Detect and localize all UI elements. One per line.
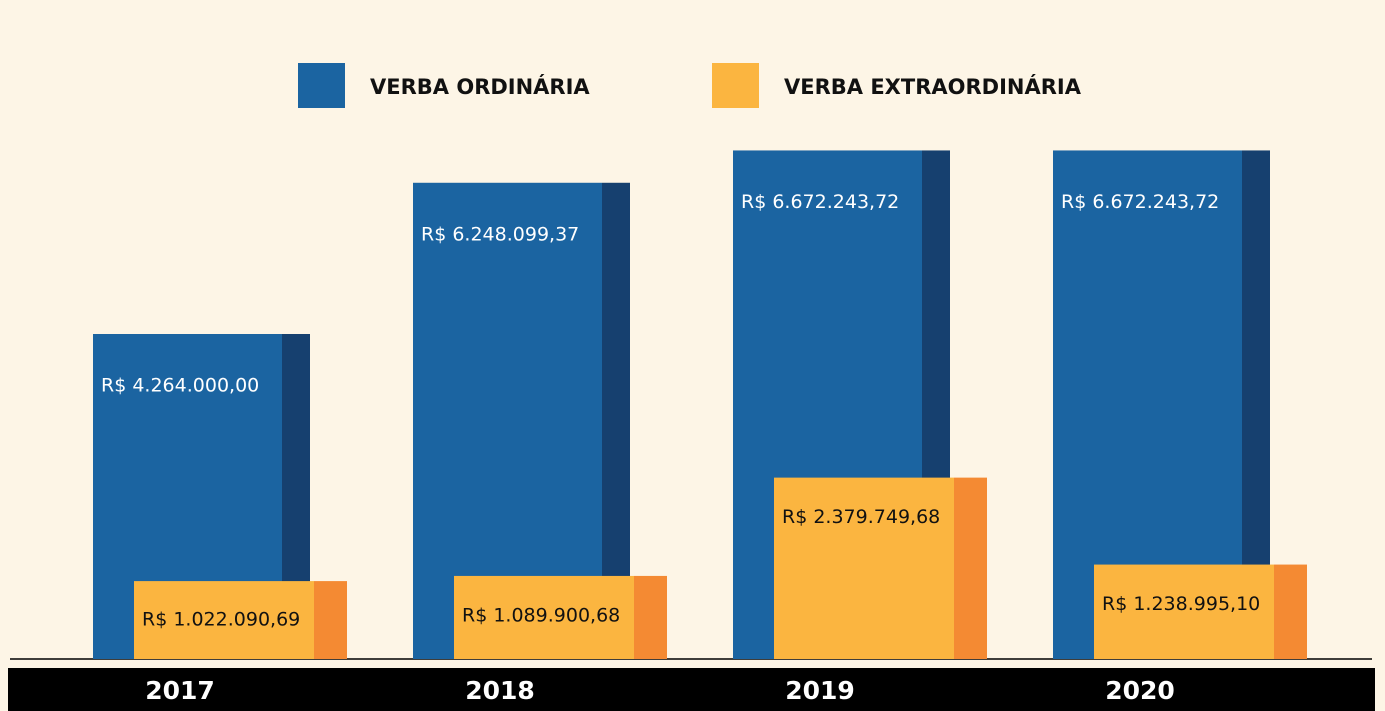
x-tick-label: 2019 [785, 676, 855, 705]
bar [134, 581, 347, 659]
value-label: R$ 1.022.090,69 [142, 609, 300, 631]
legend-swatch [712, 63, 759, 108]
bar-side [1274, 564, 1307, 659]
value-label: R$ 4.264.000,00 [101, 375, 259, 397]
bar-front [774, 477, 954, 659]
bar-side [634, 575, 667, 659]
bar [454, 575, 667, 659]
value-label: R$ 1.089.900,68 [462, 604, 620, 626]
value-label: R$ 6.672.243,72 [741, 191, 899, 213]
bar-front [1094, 564, 1274, 659]
bar [1094, 564, 1307, 659]
year-band [8, 668, 1375, 711]
bar-front [454, 575, 634, 659]
value-label: R$ 6.672.243,72 [1061, 191, 1219, 213]
x-tick-label: 2018 [465, 676, 535, 705]
bar [774, 477, 987, 659]
legend-label: VERBA ORDINÁRIA [370, 74, 590, 99]
value-label: R$ 6.248.099,37 [421, 223, 579, 245]
legend-label: VERBA EXTRAORDINÁRIA [784, 74, 1082, 99]
bar-side [314, 581, 347, 659]
legend-swatch [298, 63, 345, 108]
x-tick-label: 2020 [1105, 676, 1175, 705]
x-tick-label: 2017 [145, 676, 215, 705]
value-label: R$ 1.238.995,10 [1102, 593, 1260, 615]
value-label: R$ 2.379.749,68 [782, 506, 940, 528]
bar-side [954, 477, 987, 659]
bar-front [134, 581, 314, 659]
